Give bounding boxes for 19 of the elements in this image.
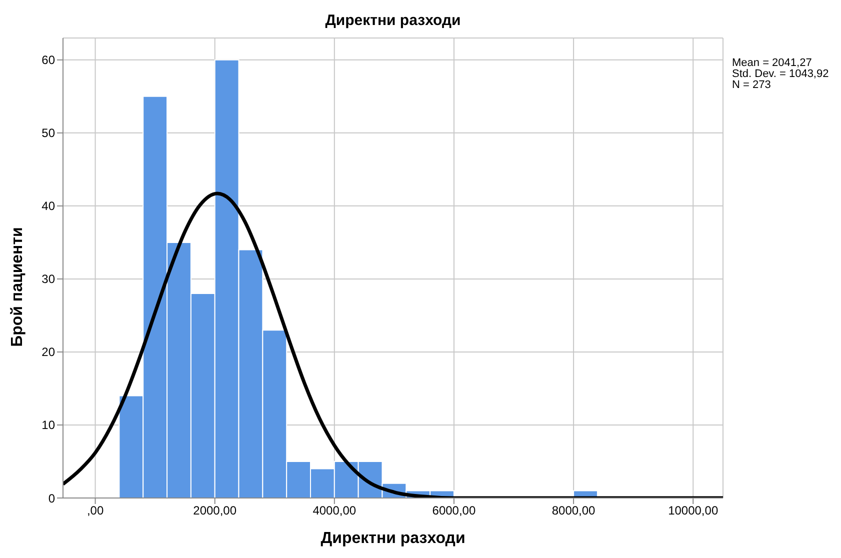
x-tick-label: 8000,00 (552, 504, 596, 518)
x-tick-label: 2000,00 (193, 504, 237, 518)
y-tick-label: 40 (42, 199, 56, 214)
y-tick-label: 30 (42, 272, 56, 286)
x-tick-label: 10000,00 (668, 504, 718, 518)
y-axis-title: Брой пациенти (9, 226, 27, 349)
text: Std. Dev. = 1043,92 (732, 68, 829, 80)
y-tick-label: 20 (42, 345, 56, 360)
x-tick-label: 6000,00 (432, 504, 476, 518)
chart-title: Директни разходи (324, 12, 462, 29)
text: Mean = 2041,27 (732, 57, 813, 69)
y-tick-label: 60 (42, 53, 56, 68)
y-tick-label: 50 (42, 126, 56, 140)
x-axis-title: Директни разходи (320, 530, 466, 548)
x-tick-label: 4000,00 (312, 504, 356, 518)
y-tick-label: 0 (48, 491, 56, 506)
x-tick-label: ,00 (86, 504, 104, 518)
text: N = 273 (732, 79, 772, 91)
y-tick-label: 10 (42, 418, 56, 432)
